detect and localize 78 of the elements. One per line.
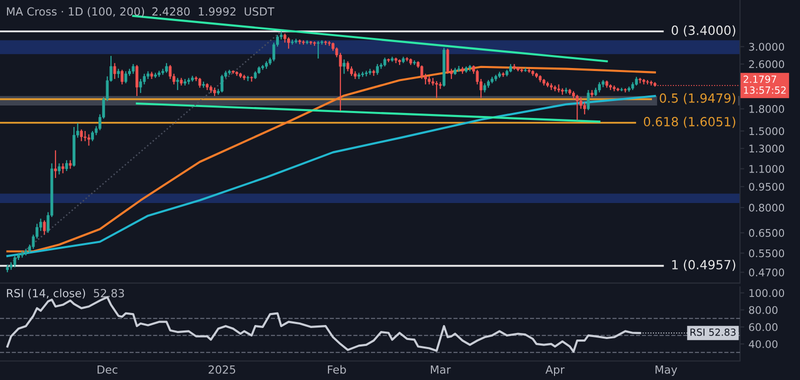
candlestick (176, 77, 180, 91)
y-tick-label: 1.3000 (749, 144, 784, 153)
candlestick (42, 220, 46, 236)
candlestick (139, 78, 142, 94)
candlestick (220, 74, 224, 93)
candlestick (457, 65, 460, 72)
candlestick (116, 68, 120, 78)
ref-line-label: 1 (0.4957) (672, 260, 736, 271)
x-tick-label: 2025 (208, 365, 236, 374)
candlestick (168, 64, 172, 80)
y-tick-label: 3.0000 (749, 42, 784, 51)
candlestick (124, 70, 128, 84)
y-tick-label: 60.00 (749, 323, 778, 332)
y-tick-label: 0.8000 (749, 204, 784, 212)
y-tick-label: 40.00 (748, 340, 778, 348)
y-tick-label: 0.5500 (749, 249, 784, 258)
x-tick-label: May (656, 366, 678, 376)
y-tick-label: 1.8000 (749, 105, 784, 113)
candlestick (512, 63, 516, 70)
annotation: 1.9992 (198, 7, 236, 16)
candlestick (135, 64, 138, 97)
candlestick (576, 94, 579, 121)
y-tick-label: 0.4700 (749, 268, 784, 276)
candlestick (598, 82, 601, 93)
y-tick-label: 1.1000 (749, 164, 784, 173)
candlestick (132, 63, 135, 74)
candlestick (80, 128, 83, 142)
candlestick (120, 69, 124, 85)
ref-line-label: 0 (3.4000) (672, 25, 736, 36)
candlestick (316, 40, 320, 60)
candlestick (502, 72, 505, 78)
candlestick (342, 58, 346, 74)
candlestick (198, 77, 202, 88)
annotation: 52.83 (94, 288, 124, 298)
candlestick (350, 66, 353, 76)
candlestick (91, 130, 94, 142)
annotation: 2.1797 13:57:52 (744, 76, 786, 94)
candlestick (446, 48, 450, 74)
y-tick-label: 100.00 (749, 289, 784, 297)
candlestick (290, 38, 294, 46)
candlestick (58, 162, 61, 175)
ref-line-label: 0.5 (1.9479) (660, 93, 736, 104)
candlestick (438, 82, 442, 90)
x-tick-label: Apr (545, 366, 565, 376)
candlestick (650, 80, 653, 86)
candlestick (13, 254, 16, 268)
x-tick-label: Feb (328, 365, 346, 374)
candlestick (165, 62, 168, 74)
candlestick (376, 63, 379, 76)
annotation: 2.4280 (152, 7, 190, 16)
y-tick-label: 2.6000 (749, 60, 784, 68)
candlestick (328, 40, 331, 46)
annotation: RSI 52.83 (690, 328, 736, 336)
candlestick (483, 82, 486, 93)
candlestick (364, 70, 368, 77)
candlestick (346, 60, 350, 72)
candlestick (113, 62, 116, 80)
annotation: MA Cross · 1D (100, 200) (7, 7, 144, 17)
x-tick-label: Mar (430, 366, 451, 374)
y-tick-label: 0.9500 (749, 182, 784, 191)
y-tick-label: 0.6500 (749, 229, 784, 237)
candlestick (65, 160, 68, 172)
series-label: RSI (14, close) (7, 288, 86, 299)
candlestick (54, 150, 57, 179)
candlestick (435, 80, 438, 98)
annotation: USDT (244, 7, 274, 16)
ref-line-label: 0.618 (1.6051) (644, 116, 736, 128)
candlestick (84, 130, 87, 142)
candlestick (142, 73, 146, 85)
y-tick-label: 1.5000 (749, 127, 784, 136)
candlestick (61, 162, 64, 174)
candlestick (68, 160, 72, 170)
candlestick (87, 134, 90, 146)
candlestick (586, 89, 590, 111)
y-tick-label: 80.00 (749, 306, 778, 314)
candlestick (557, 84, 560, 93)
x-tick-label: Dec (98, 366, 118, 374)
candlestick (287, 36, 290, 50)
